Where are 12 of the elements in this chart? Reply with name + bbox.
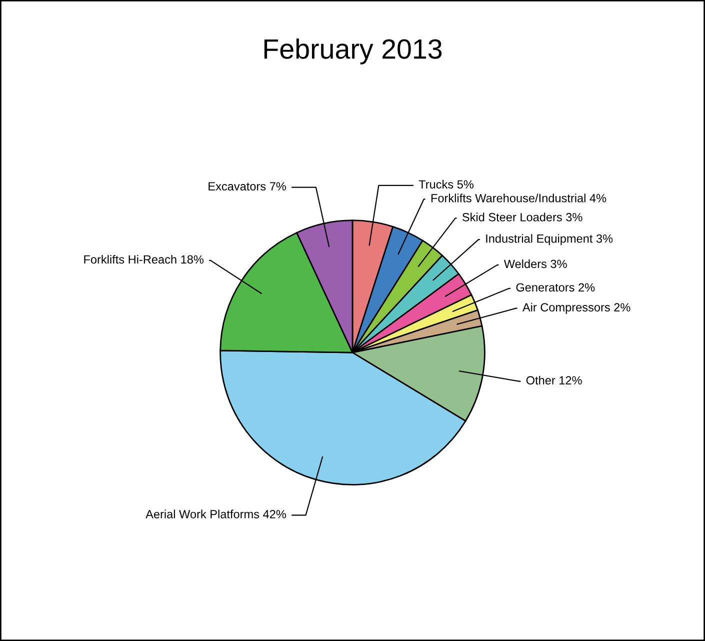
slice-label: Generators 2% xyxy=(516,283,595,292)
slice-label: Welders 3% xyxy=(504,259,567,268)
slice-label: Forklifts Warehouse/Industrial 4% xyxy=(431,194,606,202)
slice-label: Other 12% xyxy=(526,376,582,385)
slice-label: Industrial Equipment 3% xyxy=(486,234,613,246)
slice-label: Forklifts Hi-Reach 18% xyxy=(84,254,204,264)
slice-label: Skid Steer Loaders 3% xyxy=(462,212,582,222)
chart-title: February 2013 xyxy=(264,38,442,64)
slice-label: Excavators 7% xyxy=(208,182,286,191)
slice-label: Aerial Work Platforms 42% xyxy=(146,510,286,518)
slice-label: Trucks 5% xyxy=(418,180,474,189)
slice-label: Air Compressors 2% xyxy=(522,302,630,314)
